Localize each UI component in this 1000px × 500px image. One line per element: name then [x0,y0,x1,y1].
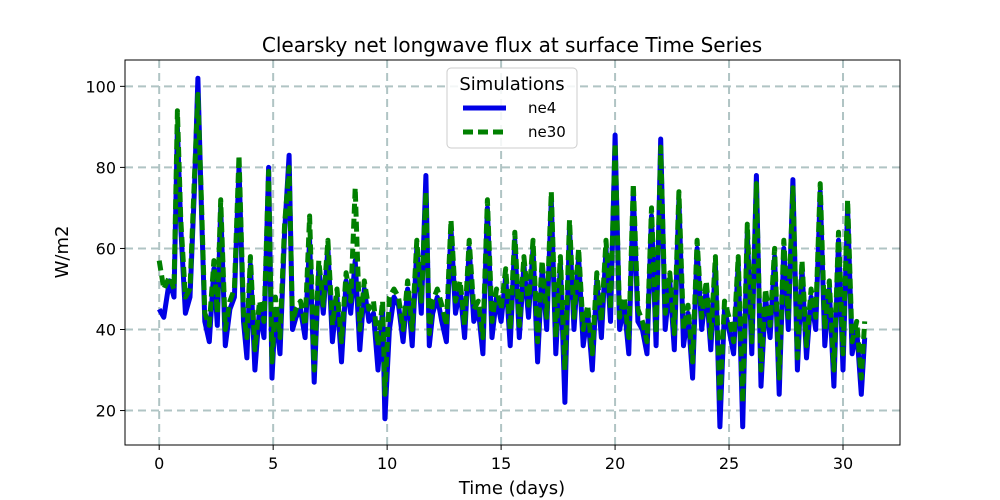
legend-label-ne4: ne4 [528,99,556,117]
y-tick-label: 80 [96,158,116,177]
y-axis-label: W/m2 [52,226,73,279]
series-line-ne30 [156,91,868,405]
x-tick-label: 25 [719,454,739,473]
chart-title: Clearsky net longwave flux at surface Ti… [262,33,762,57]
x-axis-label: Time (days) [458,478,565,499]
legend-box [446,67,578,149]
x-tick-label: 30 [833,454,853,473]
y-tick-label: 100 [85,77,116,96]
legend-title: Simulations [459,74,564,95]
y-axis: 20 40 60 80 100 [85,77,125,421]
y-tick-label: 20 [96,402,116,421]
x-tick-label: 15 [491,454,511,473]
legend-label-ne30: ne30 [528,123,566,141]
x-tick-label: 10 [377,454,397,473]
plot-frame [124,59,901,446]
y-tick-label: 40 [96,321,116,340]
x-axis: 0 5 10 15 20 25 30 [154,445,853,473]
legend: Simulations ne4 ne30 [446,67,578,149]
series-layer [156,75,868,430]
x-tick-label: 5 [268,454,278,473]
x-tick-label: 0 [154,454,164,473]
y-tick-label: 60 [96,239,116,258]
x-tick-label: 20 [605,454,625,473]
